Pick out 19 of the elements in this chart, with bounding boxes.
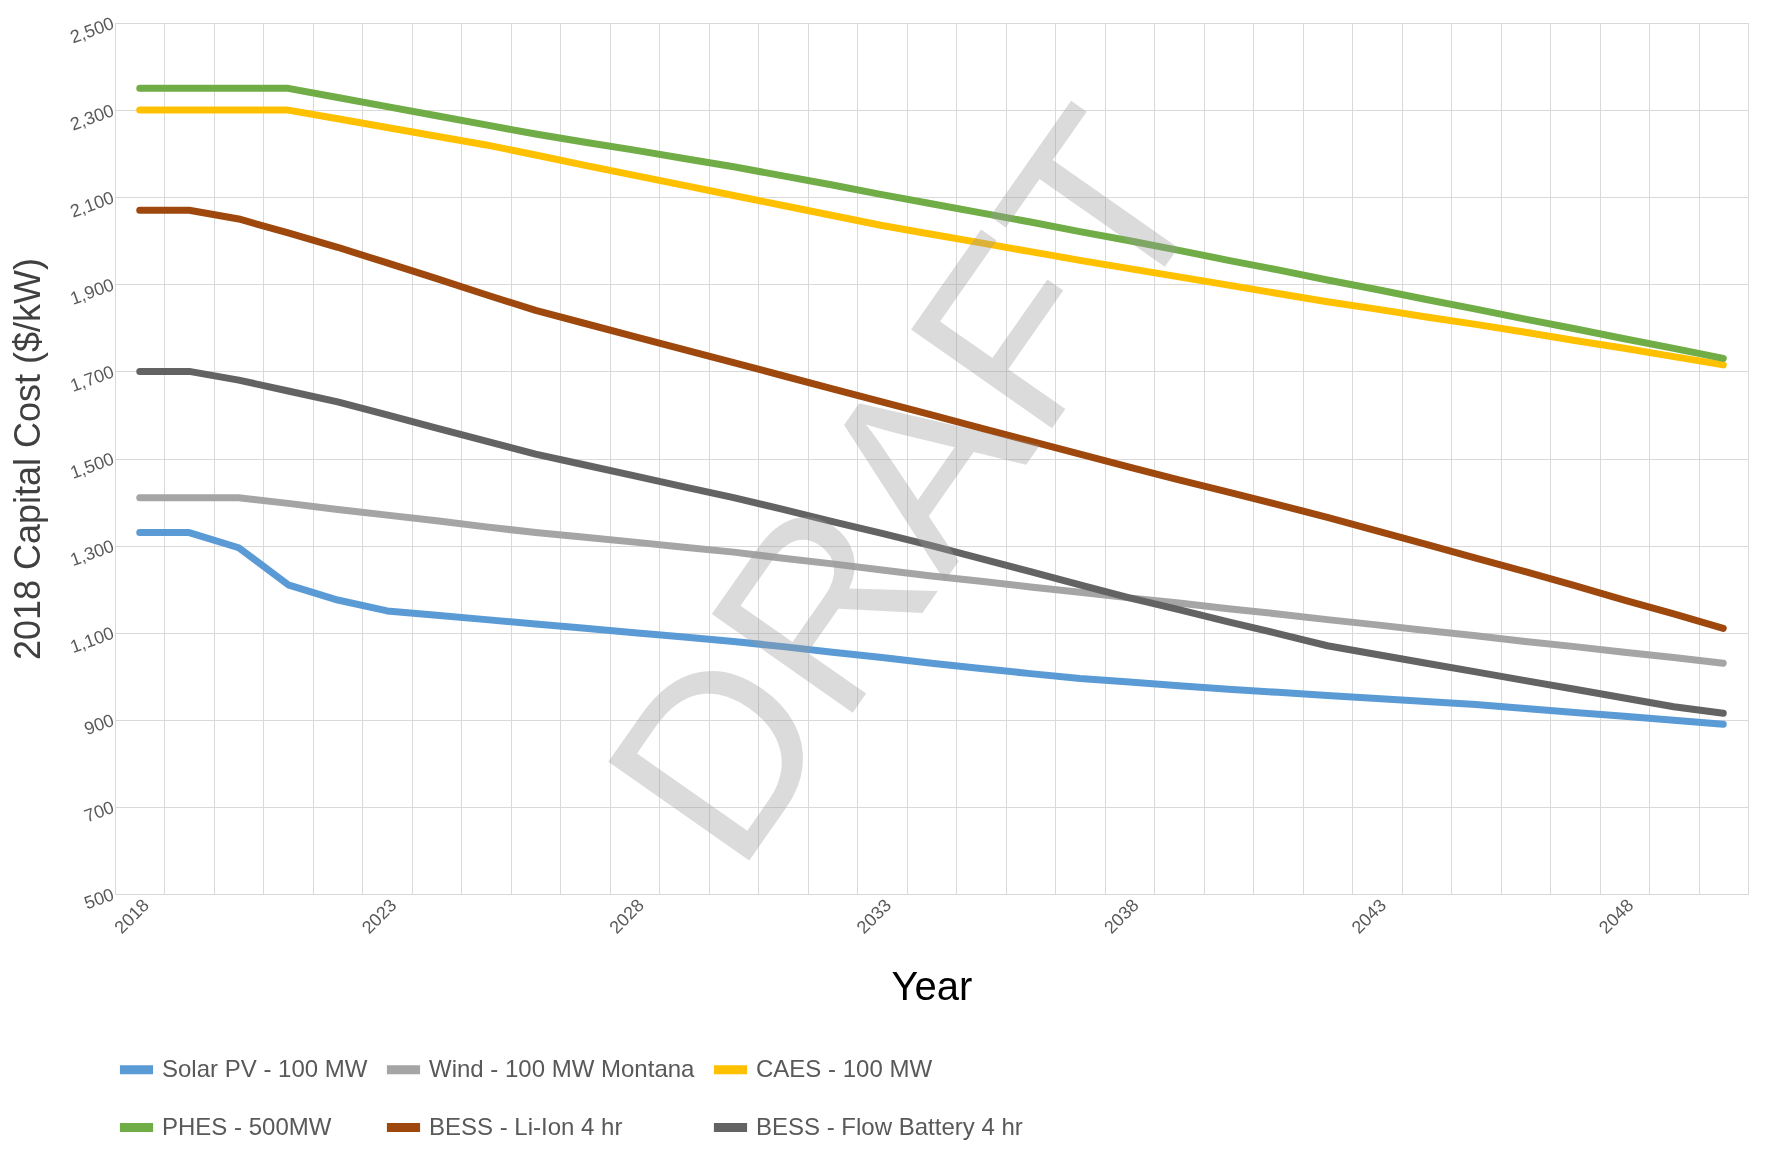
y-tick-label: 500 — [81, 884, 117, 914]
legend-label: CAES - 100 MW — [756, 1054, 933, 1082]
y-tick-label: 1,700 — [67, 361, 117, 396]
y-tick-label: 700 — [81, 797, 117, 827]
y-axis-title: 2018 Capital Cost ($/kW) — [7, 257, 49, 661]
y-tick-label: 1,900 — [67, 274, 117, 309]
legend-label: Solar PV - 100 MW — [162, 1054, 368, 1082]
legend-label: BESS - Flow Battery 4 hr — [756, 1112, 1023, 1140]
y-tick-label: 1,100 — [67, 622, 117, 658]
y-tick-label: 1,300 — [67, 535, 117, 570]
y-tick-label: 2,100 — [67, 187, 117, 222]
y-tick-label: 900 — [81, 709, 117, 740]
y-tick-label: 2,300 — [67, 100, 117, 135]
legend-label: PHES - 500MW — [162, 1112, 332, 1140]
y-tick-label: 2,500 — [67, 13, 117, 48]
legend-label: Wind - 100 MW Montana — [429, 1054, 696, 1082]
y-tick-label: 1,500 — [67, 448, 117, 483]
legend-label: BESS - Li-Ion 4 hr — [429, 1112, 623, 1140]
x-axis-title: Year — [891, 963, 973, 1008]
